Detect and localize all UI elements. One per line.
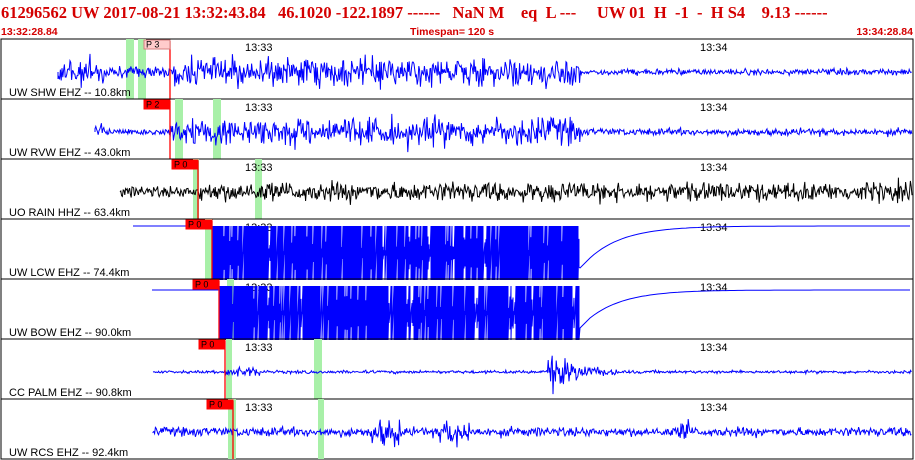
pick-label: P 3 bbox=[146, 40, 159, 50]
phase-window bbox=[314, 339, 322, 399]
phase-window bbox=[213, 99, 221, 159]
waveform-5 bbox=[152, 285, 910, 341]
phase-window bbox=[205, 219, 212, 279]
station-label: UW SHW EHZ -- 10.8km bbox=[9, 87, 131, 99]
phase-window bbox=[138, 39, 146, 99]
waveform-2 bbox=[94, 113, 913, 153]
time-tick-label: 13:33 bbox=[245, 342, 273, 354]
phase-window bbox=[228, 399, 236, 459]
time-tick-label: 13:34 bbox=[700, 342, 728, 354]
time-tick-label: 13:33 bbox=[245, 162, 273, 174]
pick-flag bbox=[192, 279, 220, 290]
waveform-3 bbox=[119, 177, 913, 205]
start-time-label: 13:32:28.84 bbox=[1, 26, 58, 38]
pick-flag bbox=[143, 39, 171, 50]
pick-flag bbox=[185, 219, 213, 230]
pick-label: P 0 bbox=[209, 400, 222, 410]
pick-label: P 0 bbox=[188, 220, 201, 230]
station-label: UW LCW EHZ -- 74.4km bbox=[9, 267, 129, 279]
waveform-7 bbox=[152, 418, 912, 448]
timespan-label: Timespan= 120 s bbox=[410, 26, 495, 38]
pick-label: P 0 bbox=[201, 340, 214, 350]
time-tick-label: 13:33 bbox=[245, 42, 273, 54]
waveform-4 bbox=[133, 225, 910, 281]
station-label: UO RAIN HHZ -- 63.4km bbox=[9, 207, 130, 219]
pick-label: P 2 bbox=[146, 100, 159, 110]
pick-label: P 0 bbox=[195, 280, 208, 290]
time-tick-label: 13:33 bbox=[245, 102, 273, 114]
event-header: 61296562 UW 2017-08-21 13:32:43.84 46.10… bbox=[0, 0, 915, 26]
time-tick-label: 13:34 bbox=[700, 222, 728, 234]
event-title: 61296562 UW 2017-08-21 13:32:43.84 46.10… bbox=[1, 3, 828, 22]
time-tick-label: 13:34 bbox=[700, 102, 728, 114]
station-label: UW RVW EHZ -- 43.0km bbox=[9, 147, 130, 159]
pick-label: P 0 bbox=[174, 160, 187, 170]
station-label: UW BOW EHZ -- 90.0km bbox=[9, 327, 131, 339]
pick-flag bbox=[206, 399, 234, 410]
time-tick-label: 13:34 bbox=[700, 162, 728, 174]
trace-frame bbox=[0, 398, 914, 460]
end-time-label: 13:34:28.84 bbox=[856, 26, 913, 38]
waveform-1 bbox=[57, 53, 912, 90]
phase-window bbox=[226, 339, 232, 399]
phase-window bbox=[318, 399, 324, 459]
phase-window bbox=[193, 159, 199, 219]
time-tick-label: 13:34 bbox=[700, 42, 728, 54]
time-tick-label: 13:34 bbox=[700, 402, 728, 414]
pick-flag bbox=[143, 99, 171, 110]
pick-flag bbox=[198, 339, 226, 350]
station-label: UW RCS EHZ -- 92.4km bbox=[9, 447, 128, 459]
phase-window bbox=[255, 159, 262, 219]
station-label: CC PALM EHZ -- 90.8km bbox=[9, 387, 132, 399]
time-tick-label: 13:33 bbox=[245, 402, 273, 414]
pick-flag bbox=[171, 159, 199, 170]
waveform-6 bbox=[152, 355, 912, 395]
trace-frame bbox=[0, 338, 914, 400]
time-tick-label: 13:34 bbox=[700, 282, 728, 294]
seismogram-panel[interactable]: 13:33 13:34 P 3 UW SHW EHZ -- 10.8km 13:33 13… bbox=[0, 38, 915, 460]
